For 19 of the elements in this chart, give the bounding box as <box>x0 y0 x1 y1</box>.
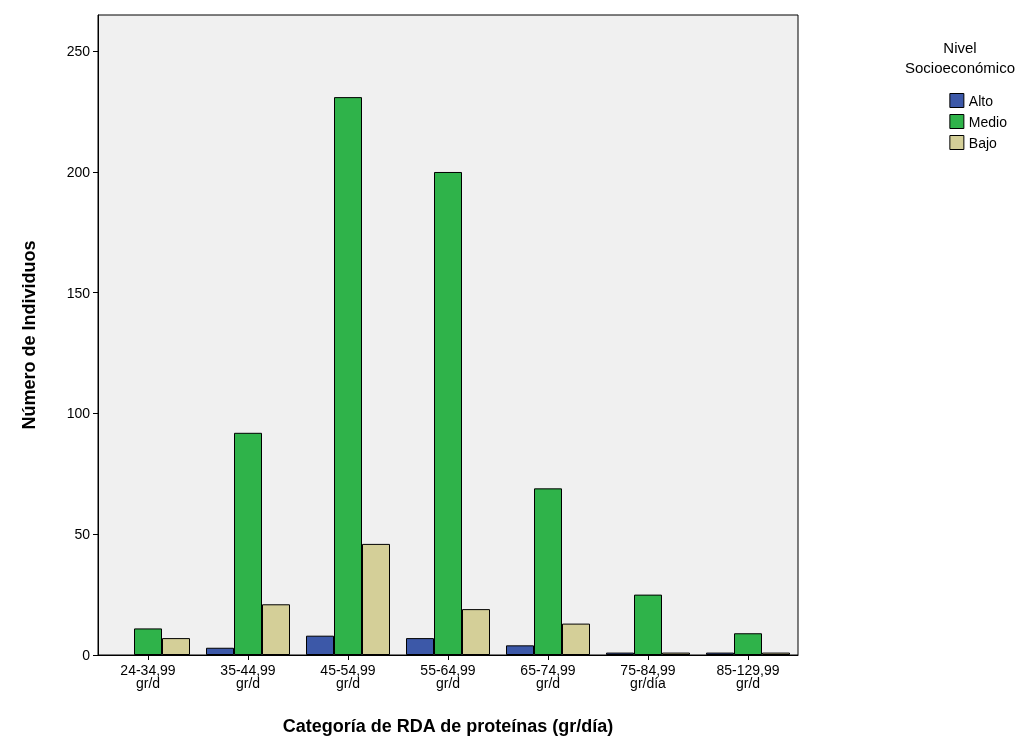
x-tick-label: 55-64,99 gr/d <box>420 661 476 691</box>
x-axis-title: Categoría de RDA de proteínas (gr/día) <box>282 716 614 736</box>
y-tick-label: 250 <box>66 43 91 60</box>
y-tick-label: 200 <box>66 163 91 180</box>
legend-label: Medio <box>968 113 1008 130</box>
x-tick-label: 75-84,99 gr/día <box>620 661 676 691</box>
x-tick-label: 85-129,99 gr/d <box>716 661 780 691</box>
x-tick-label: 65-74,99 gr/d <box>520 661 576 691</box>
y-tick-label: 50 <box>74 526 91 543</box>
y-tick-label: 100 <box>66 405 91 422</box>
legend-label: Alto <box>968 92 994 109</box>
y-tick-label: 0 <box>82 647 91 663</box>
y-tick-label: 150 <box>66 284 91 301</box>
x-tick-label: 45-54,99 gr/d <box>320 661 376 691</box>
legend-title: Nivel Socioeconómico <box>904 38 1016 76</box>
x-tick-label: 35-44,99 gr/d <box>220 661 276 691</box>
x-tick-label: 24-34,99 gr/d <box>120 661 176 691</box>
legend-label: Bajo <box>968 134 998 151</box>
y-axis-title: Número de Individuos <box>19 240 39 430</box>
